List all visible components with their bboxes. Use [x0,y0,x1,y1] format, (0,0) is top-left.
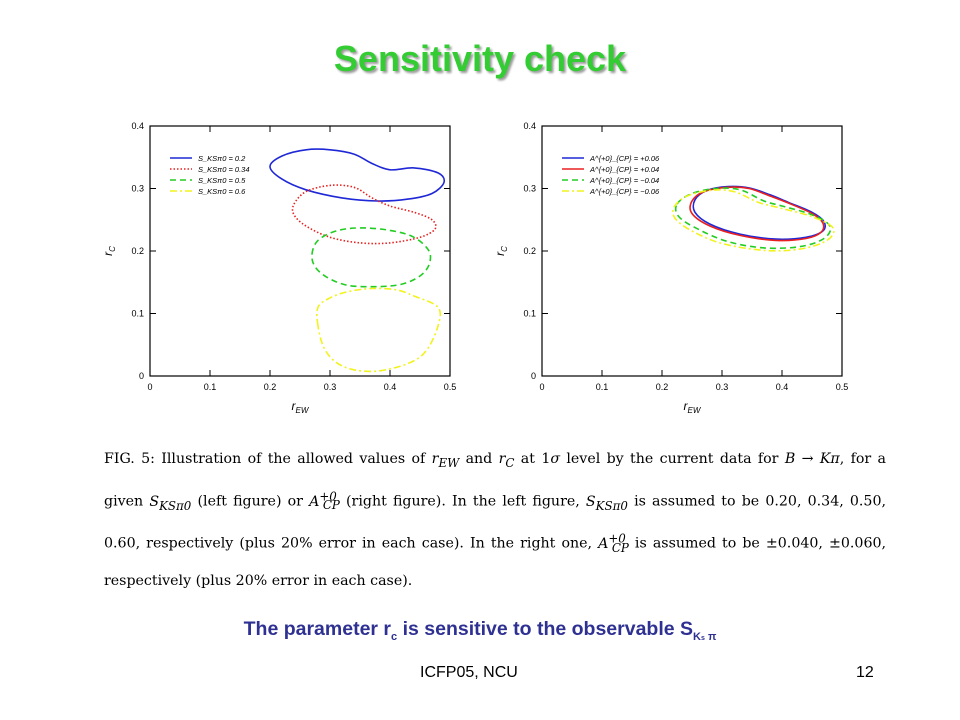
legend-label: A^{+0}_{CP} = +0.06 [589,154,660,163]
legend-label: A^{+0}_{CP} = −0.04 [589,176,659,185]
var-rc: rC [498,451,515,470]
fig-label: FIG. 5: [104,451,155,467]
plot-frame [149,125,451,377]
caption-text: and [459,451,499,467]
contour-series-2 [674,187,832,250]
legend-label: A^{+0}_{CP} = −0.06 [589,187,660,196]
conclusion-line: The parameter rc is sensitive to the obs… [243,618,717,643]
legend-label: S_KSπ0 = 0.2 [198,154,246,163]
x-tick-label: 0.5 [444,382,457,392]
x-tick-label: 0.3 [716,382,729,392]
contour-series-1 [291,184,437,245]
contour-series-0 [692,185,827,241]
var-sk: SKSπ0 [585,493,628,513]
page-number: 12 [856,664,874,681]
legend-label: S_KSπ0 = 0.6 [198,187,246,196]
x-tick-label: 0.3 [324,382,337,392]
plot-svg: 0 0.1 0.2 0.3 0.4 0.5 0 0.1 0.2 0.3 0.4 rEW rC A^{+0}… [493,121,849,415]
x-tick-label: 0.5 [836,382,849,392]
y-axis-label: rC [493,246,509,256]
x-tick-label: 0.1 [204,382,217,392]
y-axis-label: rC [101,246,117,256]
x-tick-label: 0.1 [596,382,609,392]
y-tick-label: 0 [139,371,144,381]
x-tick-label: 0.2 [264,382,277,392]
plot-frame [541,125,843,377]
caption-paragraph: FIG. 5: Illustration of the allowed valu… [104,443,886,598]
caption-text: Illustration of the allowed values of [154,451,432,467]
var-rew: rEW [431,451,460,470]
contour-series-2 [311,227,432,288]
x-axis-label: rEW [292,399,310,415]
left-contour-plot: 0 0.1 0.2 0.3 0.4 0.5 0 0.1 0.2 0.3 0.4 rEW rC S_KSπ0… [100,108,480,418]
caption-text: level by the current data for [560,451,785,467]
y-tick-label: 0.2 [523,246,536,256]
legend-label: S_KSπ0 = 0.34 [198,165,250,174]
y-tick-label: 0.1 [523,309,536,319]
y-tick-label: 0.2 [131,246,144,256]
caption-text: (left figure) or [191,493,310,510]
sigma: σ [550,451,561,467]
y-tick-label: 0.3 [523,184,536,194]
x-tick-label: 0.2 [656,382,669,392]
x-axis-label: rEW [684,399,702,415]
y-tick-label: 0.4 [131,121,144,131]
x-tick-label: 0.4 [384,382,397,392]
figure-caption: FIG. 5: Illustration of the allowed valu… [104,443,886,598]
legend-label: A^{+0}_{CP} = +0.04 [589,165,659,174]
plot-svg: 0 0.1 0.2 0.3 0.4 0.5 0 0.1 0.2 0.3 0.4 rEW rC S_KSπ0… [101,121,457,415]
x-tick-label: 0.4 [776,382,789,392]
contour-series-3 [671,189,835,252]
caption-text: , for a given [104,451,886,510]
y-tick-label: 0.4 [523,121,536,131]
var-sk: SKSπ0 [149,493,192,513]
caption-text: is assumed to be 0.20, 0.34, 0.50, 0.60,… [104,493,886,553]
footer-conference: ICFP05, NCU [420,664,518,681]
caption-text: at 1 [514,451,551,467]
var-acp: A+0CP [598,531,629,555]
x-tick-label: 0 [147,382,152,392]
contour-series-3 [316,287,442,373]
contour-series-0 [269,148,446,202]
caption-text: is assumed to be ±0.040, ±0.060, respect… [104,536,887,589]
y-tick-label: 0.1 [131,309,144,319]
var-acp: A+0CP [309,488,340,513]
y-tick-label: 0 [531,371,536,381]
caption-text: (right figure). In the left figure, [339,493,586,510]
slide-title: Sensitivity check [333,38,627,79]
right-contour-plot: 0 0.1 0.2 0.3 0.4 0.5 0 0.1 0.2 0.3 0.4 rEW rC A^{+0}… [492,108,872,418]
x-tick-label: 0 [539,382,544,392]
contour-series-1 [689,186,825,242]
process: B → Kπ [784,451,840,467]
y-tick-label: 0.3 [131,184,144,194]
legend-label: S_KSπ0 = 0.5 [198,176,246,185]
